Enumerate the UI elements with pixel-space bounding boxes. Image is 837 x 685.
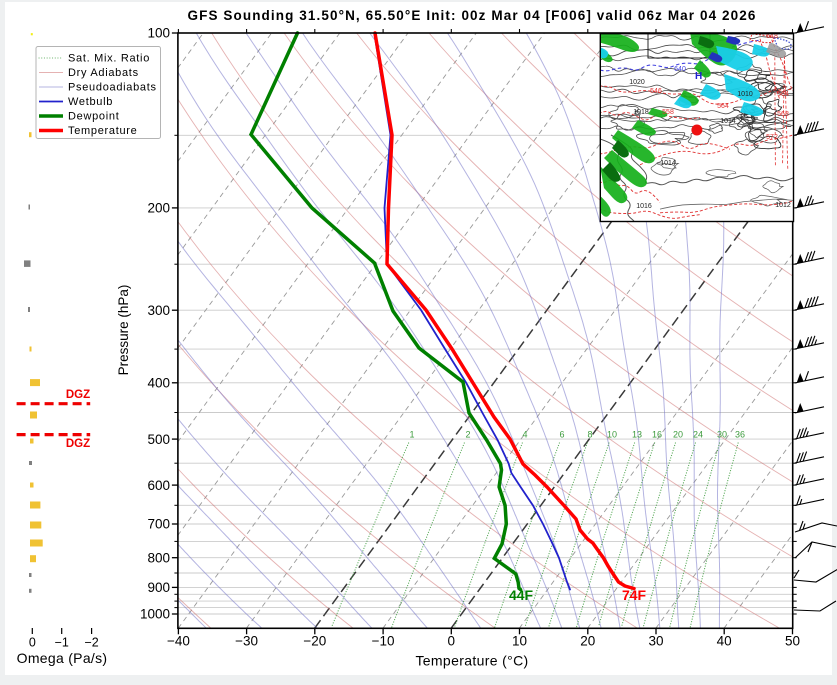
svg-text:4: 4 xyxy=(522,430,527,440)
svg-text:200: 200 xyxy=(147,201,170,216)
svg-text:1: 1 xyxy=(409,430,414,440)
svg-text:H: H xyxy=(695,71,702,82)
svg-text:1014: 1014 xyxy=(660,160,676,167)
svg-text:100: 100 xyxy=(147,26,170,41)
svg-text:1012: 1012 xyxy=(775,202,791,209)
svg-text:548: 548 xyxy=(766,33,778,40)
svg-text:50: 50 xyxy=(785,633,800,648)
svg-text:572: 572 xyxy=(766,134,778,141)
svg-text:−10: −10 xyxy=(372,633,395,648)
svg-text:30: 30 xyxy=(648,633,663,648)
svg-text:30: 30 xyxy=(717,430,727,440)
svg-text:2: 2 xyxy=(465,430,470,440)
svg-text:10: 10 xyxy=(607,430,617,440)
svg-text:600: 600 xyxy=(147,478,170,493)
svg-text:700: 700 xyxy=(147,517,170,532)
svg-text:300: 300 xyxy=(147,303,170,318)
svg-text:400: 400 xyxy=(147,376,170,391)
svg-text:74F: 74F xyxy=(622,587,647,603)
svg-text:10: 10 xyxy=(512,633,527,648)
svg-text:1016: 1016 xyxy=(636,203,652,210)
svg-text:568: 568 xyxy=(777,111,789,118)
svg-text:−1: −1 xyxy=(55,636,69,650)
svg-text:Pressure (hPa): Pressure (hPa) xyxy=(116,285,131,376)
svg-text:Sat. Mix. Ratio: Sat. Mix. Ratio xyxy=(68,53,150,65)
svg-text:Dry Adiabats: Dry Adiabats xyxy=(68,67,139,79)
svg-text:1010: 1010 xyxy=(737,91,753,98)
svg-text:1020: 1020 xyxy=(629,79,645,86)
svg-text:−40: −40 xyxy=(167,633,190,648)
svg-text:−20: −20 xyxy=(303,633,326,648)
svg-text:0: 0 xyxy=(448,633,456,648)
svg-text:564: 564 xyxy=(717,103,729,110)
svg-text:546: 546 xyxy=(650,88,662,95)
svg-text:40: 40 xyxy=(717,633,732,648)
svg-text:DGZ: DGZ xyxy=(66,389,90,401)
svg-text:44F: 44F xyxy=(509,587,534,603)
svg-text:16: 16 xyxy=(652,430,662,440)
svg-text:DGZ: DGZ xyxy=(66,438,90,450)
svg-text:1018: 1018 xyxy=(633,109,649,116)
svg-text:Wetbulb: Wetbulb xyxy=(68,96,113,108)
svg-text:Temperature (°C): Temperature (°C) xyxy=(415,653,528,669)
svg-text:500: 500 xyxy=(147,432,170,447)
svg-text:Omega (Pa/s): Omega (Pa/s) xyxy=(17,650,108,666)
svg-text:36: 36 xyxy=(735,430,745,440)
svg-text:20: 20 xyxy=(673,430,683,440)
svg-text:8: 8 xyxy=(587,430,592,440)
svg-text:13: 13 xyxy=(632,430,642,440)
svg-text:0: 0 xyxy=(29,636,36,650)
svg-text:−30: −30 xyxy=(235,633,258,648)
svg-text:900: 900 xyxy=(147,580,170,595)
svg-text:GFS Sounding 31.50°N, 65.50°E: GFS Sounding 31.50°N, 65.50°E Init: 00z … xyxy=(188,8,757,23)
svg-text:800: 800 xyxy=(147,550,170,565)
svg-text:Temperature: Temperature xyxy=(68,125,137,137)
svg-text:6: 6 xyxy=(559,430,564,440)
svg-text:558: 558 xyxy=(662,109,674,116)
svg-text:20: 20 xyxy=(580,633,595,648)
svg-text:Dewpoint: Dewpoint xyxy=(68,111,119,123)
svg-text:1014: 1014 xyxy=(720,118,736,125)
svg-text:1000: 1000 xyxy=(140,607,170,622)
svg-text:640: 640 xyxy=(674,66,686,73)
svg-text:Pseudoadiabats: Pseudoadiabats xyxy=(68,82,157,94)
svg-text:24: 24 xyxy=(693,430,703,440)
svg-text:−2: −2 xyxy=(84,636,98,650)
svg-text:564: 564 xyxy=(777,91,789,98)
